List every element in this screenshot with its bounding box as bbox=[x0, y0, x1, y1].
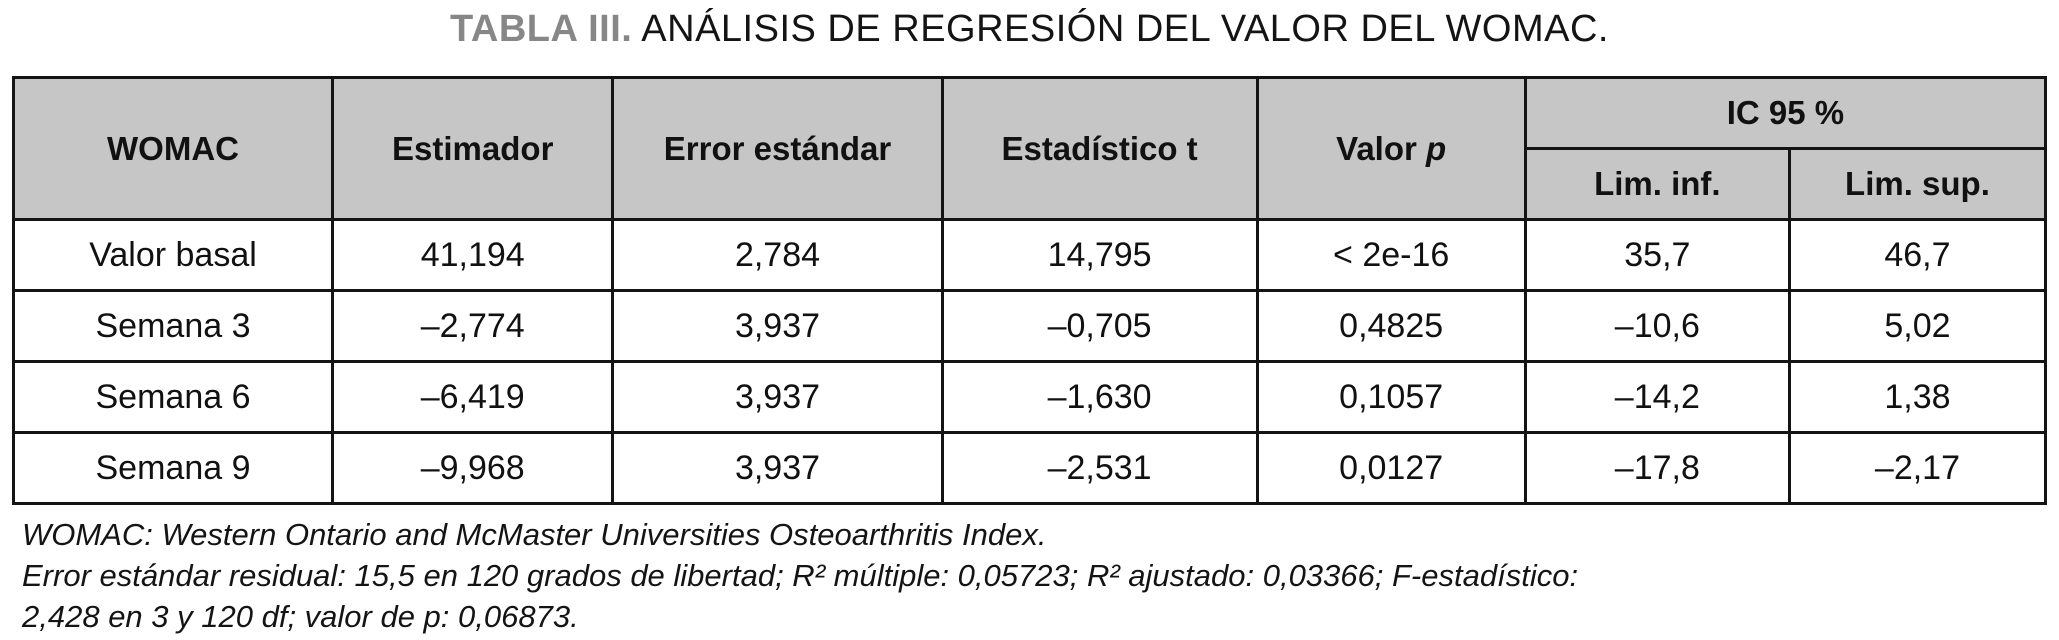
header-womac: WOMAC bbox=[11, 76, 335, 221]
header-estadistico-t: Estadístico t bbox=[940, 76, 1259, 221]
cell-lim-sup: –2,17 bbox=[1787, 431, 2048, 505]
cell-valor-p: 0,0127 bbox=[1255, 431, 1527, 505]
cell-error-estandar: 3,937 bbox=[611, 289, 944, 363]
cell-estadistico-t: –2,531 bbox=[940, 431, 1259, 505]
header-valor-p-prefix: Valor bbox=[1336, 129, 1417, 167]
cell-valor-p: 0,4825 bbox=[1255, 289, 1527, 363]
header-valor-p: Valor p bbox=[1255, 76, 1527, 221]
cell-estimador: 41,194 bbox=[331, 218, 615, 292]
table-title-number: TABLA III. bbox=[450, 8, 633, 50]
cell-estadistico-t: –0,705 bbox=[940, 289, 1259, 363]
cell-estadistico-t: 14,795 bbox=[940, 218, 1259, 292]
cell-estimador: –9,968 bbox=[331, 431, 615, 505]
table-footnotes: WOMAC: Western Ontario and McMaster Univ… bbox=[22, 514, 2042, 637]
cell-label: Valor basal bbox=[11, 218, 335, 292]
header-row-limits: Lim. inf. Lim. sup. bbox=[14, 147, 2048, 221]
header-valor-p-symbol: p bbox=[1426, 129, 1447, 167]
header-ic-95: IC 95 % bbox=[1523, 76, 2048, 150]
regression-table: WOMAC Estimador Error estándar Estadísti… bbox=[11, 76, 2048, 505]
cell-lim-inf: –10,6 bbox=[1523, 289, 1791, 363]
header-lim-inf: Lim. inf. bbox=[1523, 147, 1791, 221]
table-row-valor-basal: Valor basal 41,194 2,784 14,795 < 2e-16 … bbox=[11, 218, 2048, 292]
footnote-model-stats-line1: Error estándar residual: 15,5 en 120 gra… bbox=[22, 558, 1579, 593]
cell-estimador: –6,419 bbox=[331, 360, 615, 434]
cell-label: Semana 6 bbox=[11, 360, 335, 434]
header-row-main: WOMAC Estimador Error estándar Estadísti… bbox=[11, 76, 2048, 221]
cell-label: Semana 9 bbox=[11, 431, 335, 505]
cell-estimador: –2,774 bbox=[331, 289, 615, 363]
table-title-text: ANÁLISIS DE REGRESIÓN DEL VALOR DEL WOMA… bbox=[641, 8, 1609, 50]
header-lim-sup: Lim. sup. bbox=[1787, 147, 2048, 221]
table-header: WOMAC Estimador Error estándar Estadísti… bbox=[11, 76, 2048, 221]
footnote-model-stats-line2: 2,428 en 3 y 120 df; valor de p: 0,06873… bbox=[22, 599, 579, 634]
table-row-semana-6: Semana 6 –6,419 3,937 –1,630 0,1057 –14,… bbox=[11, 360, 2048, 434]
header-estimador: Estimador bbox=[331, 76, 615, 221]
cell-error-estandar: 3,937 bbox=[611, 431, 944, 505]
cell-label: Semana 3 bbox=[11, 289, 335, 363]
cell-lim-sup: 5,02 bbox=[1787, 289, 2048, 363]
cell-lim-inf: 35,7 bbox=[1523, 218, 1791, 292]
cell-valor-p: 0,1057 bbox=[1255, 360, 1527, 434]
cell-error-estandar: 3,937 bbox=[611, 360, 944, 434]
footnote-womac-definition: WOMAC: Western Ontario and McMaster Univ… bbox=[22, 517, 1047, 552]
table-body: Valor basal 41,194 2,784 14,795 < 2e-16 … bbox=[11, 218, 2048, 505]
table-title: TABLA III. ANÁLISIS DE REGRESIÓN DEL VAL… bbox=[0, 8, 2059, 51]
cell-estadistico-t: –1,630 bbox=[940, 360, 1259, 434]
cell-lim-inf: –14,2 bbox=[1523, 360, 1791, 434]
cell-error-estandar: 2,784 bbox=[611, 218, 944, 292]
cell-lim-sup: 46,7 bbox=[1787, 218, 2048, 292]
cell-lim-inf: –17,8 bbox=[1523, 431, 1791, 505]
cell-lim-sup: 1,38 bbox=[1787, 360, 2048, 434]
table-row-semana-9: Semana 9 –9,968 3,937 –2,531 0,0127 –17,… bbox=[11, 431, 2048, 505]
header-error-estandar: Error estándar bbox=[611, 76, 944, 221]
cell-valor-p: < 2e-16 bbox=[1255, 218, 1527, 292]
table-row-semana-3: Semana 3 –2,774 3,937 –0,705 0,4825 –10,… bbox=[11, 289, 2048, 363]
